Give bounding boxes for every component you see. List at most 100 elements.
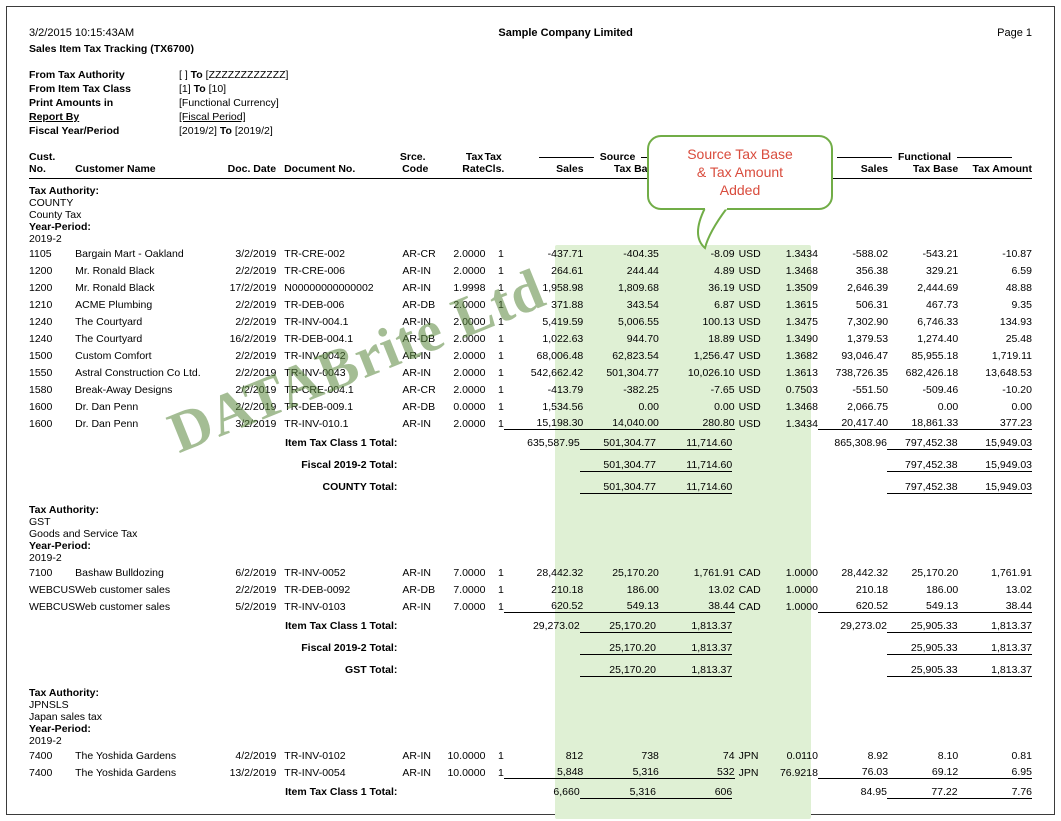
- cell-doc: N00000000000002: [280, 282, 402, 294]
- cell-curr: USD: [735, 316, 770, 328]
- total-f-base: 25,905.33: [887, 664, 958, 677]
- cell-date: 3/2/2019: [225, 248, 281, 260]
- cell-f-base: -509.46: [888, 384, 958, 396]
- cell-name: Break-Away Designs: [75, 384, 224, 396]
- cell-f-base: 25,170.20: [888, 567, 958, 579]
- table-row: 1600 Dr. Dan Penn 2/2/2019 TR-DEB-009.1 …: [29, 398, 1032, 415]
- cell-custno: 7100: [29, 567, 75, 579]
- cell-f-amt: -10.20: [958, 384, 1032, 396]
- cell-date: 3/2/2019: [225, 418, 281, 430]
- table-row: 1600 Dr. Dan Penn 3/2/2019 TR-INV-010.1 …: [29, 415, 1032, 432]
- cell-cls: 1: [485, 248, 503, 260]
- cell-s-base: -382.25: [583, 384, 659, 396]
- total-s-base: 25,170.20: [580, 620, 656, 633]
- table-row: 1210 ACME Plumbing 2/2/2019 TR-DEB-006 A…: [29, 296, 1032, 313]
- total-f-amt: 1,813.37: [958, 620, 1032, 633]
- cell-custno: 1200: [29, 265, 75, 277]
- cell-doc: TR-INV-010.1: [280, 418, 402, 430]
- cell-rate: 7.0000: [445, 601, 486, 613]
- cell-f-amt: 0.00: [958, 401, 1032, 413]
- cell-exch: 1.3475: [770, 316, 818, 328]
- cell-srce: AR-IN: [402, 418, 444, 430]
- cell-srce: AR-IN: [402, 367, 444, 379]
- total-row: Item Tax Class 1 Total: 29,273.02 25,170…: [29, 615, 1032, 637]
- cell-custno: 1600: [29, 418, 75, 430]
- cell-f-sales: 356.38: [818, 265, 888, 277]
- cell-s-sales: 1,022.63: [504, 333, 583, 345]
- cell-srce: AR-DB: [402, 299, 444, 311]
- tax-authority-code: COUNTY: [29, 197, 139, 209]
- cell-curr: JPN: [735, 767, 770, 779]
- cell-f-sales: -551.50: [818, 384, 888, 396]
- cell-curr: CAD: [735, 601, 770, 613]
- cell-rate: 2.0000: [445, 384, 486, 396]
- cell-f-base: 8.10: [888, 750, 958, 762]
- cell-srce: AR-IN: [402, 316, 444, 328]
- cell-cls: 1: [485, 367, 503, 379]
- cell-f-base: 1,274.40: [888, 333, 958, 345]
- cell-custno: 7400: [29, 767, 75, 779]
- total-label: Fiscal 2019-2 Total:: [226, 459, 397, 471]
- cell-s-amt: 1,761.91: [659, 567, 735, 579]
- cell-exch: 1.3615: [770, 299, 818, 311]
- cell-s-base: 944.70: [583, 333, 659, 345]
- cell-cls: 1: [485, 767, 503, 779]
- cell-rate: 0.0000: [445, 401, 486, 413]
- cell-srce: AR-IN: [402, 601, 444, 613]
- total-f-base: 797,452.38: [887, 481, 958, 494]
- table-row: 7400 The Yoshida Gardens 4/2/2019 TR-INV…: [29, 747, 1032, 764]
- cell-f-sales: 20,417.40: [818, 417, 888, 430]
- cell-s-base: 738: [583, 750, 659, 762]
- cell-rate: 10.0000: [445, 767, 486, 779]
- cell-name: Dr. Dan Penn: [75, 418, 224, 430]
- tax-authority-desc: County Tax: [29, 209, 1032, 221]
- callout-line: Added: [665, 181, 815, 199]
- table-row: 1105 Bargain Mart - Oakland 3/2/2019 TR-…: [29, 245, 1032, 262]
- cell-f-amt: -10.87: [958, 248, 1032, 260]
- cell-custno: 1600: [29, 401, 75, 413]
- cell-name: Dr. Dan Penn: [75, 401, 224, 413]
- cell-f-base: 0.00: [888, 401, 958, 413]
- col-docdate: Doc. Date: [224, 163, 280, 175]
- col-custname: Customer Name: [75, 163, 224, 175]
- tax-authority-code: GST: [29, 516, 139, 528]
- total-s-amt: 606: [656, 786, 732, 799]
- cell-curr: USD: [735, 265, 770, 277]
- total-f-sales: 84.95: [816, 786, 887, 798]
- year-period-label: Year-Period:: [29, 540, 131, 552]
- cell-rate: 2.0000: [445, 367, 486, 379]
- cell-f-amt: 13,648.53: [958, 367, 1032, 379]
- cell-s-sales: 15,198.30: [504, 417, 583, 430]
- year-period-value: 2019-2: [29, 233, 1032, 245]
- cell-curr: USD: [735, 367, 770, 379]
- total-s-base: 501,304.77: [580, 481, 656, 494]
- cell-exch: 76.9218: [770, 767, 818, 779]
- cell-cls: 1: [485, 750, 503, 762]
- table-row: 1580 Break-Away Designs 2/2/2019 TR-CRE-…: [29, 381, 1032, 398]
- cell-cls: 1: [485, 418, 503, 430]
- cell-curr: USD: [735, 350, 770, 362]
- cell-doc: TR-INV-0042: [280, 350, 402, 362]
- cell-srce: AR-CR: [402, 248, 444, 260]
- cell-name: The Courtyard: [75, 316, 224, 328]
- total-s-base: 501,304.77: [580, 437, 656, 450]
- cell-date: 2/2/2019: [225, 265, 281, 277]
- cell-srce: AR-IN: [402, 282, 444, 294]
- cell-cls: 1: [485, 282, 503, 294]
- cell-name: Web customer sales: [75, 601, 224, 613]
- cell-srce: AR-DB: [402, 401, 444, 413]
- cell-exch: 1.0000: [770, 567, 818, 579]
- cell-cls: 1: [485, 401, 503, 413]
- cell-srce: AR-DB: [402, 333, 444, 345]
- cell-f-base: 85,955.18: [888, 350, 958, 362]
- cell-s-base: 1,809.68: [583, 282, 659, 294]
- cell-cls: 1: [485, 316, 503, 328]
- total-f-base: 797,452.38: [887, 459, 958, 472]
- col-functional-grp: Functional: [892, 151, 957, 163]
- cell-s-sales: -413.79: [504, 384, 583, 396]
- cell-date: 2/2/2019: [225, 299, 281, 311]
- cell-rate: 7.0000: [445, 567, 486, 579]
- cell-name: Mr. Ronald Black: [75, 282, 224, 294]
- cell-srce: AR-IN: [402, 567, 444, 579]
- cell-exch: 1.0000: [770, 601, 818, 613]
